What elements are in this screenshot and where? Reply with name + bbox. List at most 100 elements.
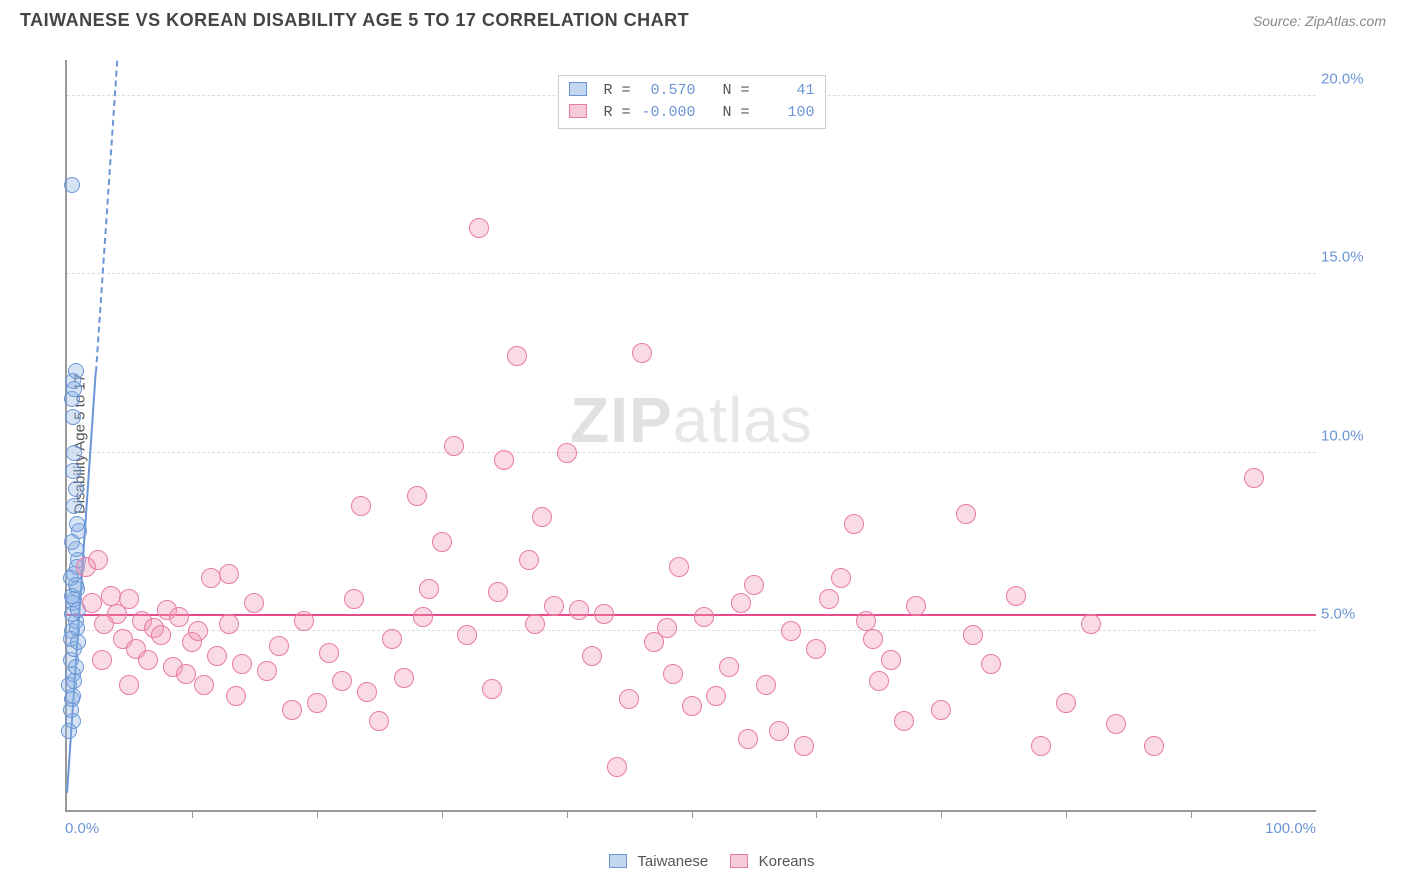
data-point [369, 711, 389, 731]
x-tick-mark [567, 810, 568, 818]
data-point [756, 675, 776, 695]
swatch-koreans [568, 104, 586, 118]
gridline [67, 452, 1316, 453]
data-point [532, 507, 552, 527]
data-point [70, 634, 86, 650]
data-point [294, 611, 314, 631]
data-point [657, 618, 677, 638]
data-point [176, 664, 196, 684]
data-point [1106, 714, 1126, 734]
data-point [92, 650, 112, 670]
data-point [319, 643, 339, 663]
data-point [469, 218, 489, 238]
data-point [65, 463, 81, 479]
y-tick-label: 10.0% [1321, 427, 1376, 444]
data-point [307, 693, 327, 713]
data-point [407, 486, 427, 506]
data-point [869, 671, 889, 691]
r-value-koreans: -0.000 [640, 102, 696, 124]
legend-swatch-koreans [730, 854, 748, 868]
data-point [169, 607, 189, 627]
data-point [781, 621, 801, 641]
gridline [67, 630, 1316, 631]
data-point [66, 445, 82, 461]
legend-swatch-taiwanese [609, 854, 627, 868]
data-point [557, 443, 577, 463]
y-tick-label: 20.0% [1321, 70, 1376, 87]
data-point [68, 577, 84, 593]
data-point [394, 668, 414, 688]
data-point [1081, 614, 1101, 634]
data-point [706, 686, 726, 706]
data-point [731, 593, 751, 613]
data-point [669, 557, 689, 577]
plot-area: ZIPatlas R = 0.570 N = 41 R = -0.000 N =… [65, 60, 1316, 812]
chart-area: Disability Age 5 to 17 ZIPatlas R = 0.57… [20, 45, 1386, 842]
data-point [519, 550, 539, 570]
x-tick-mark [941, 810, 942, 818]
data-point [457, 625, 477, 645]
data-point [413, 607, 433, 627]
data-point [432, 532, 452, 552]
swatch-taiwanese [568, 82, 586, 96]
data-point [507, 346, 527, 366]
data-point [719, 657, 739, 677]
chart-header: TAIWANESE VS KOREAN DISABILITY AGE 5 TO … [0, 0, 1406, 37]
data-point [69, 516, 85, 532]
data-point [1006, 586, 1026, 606]
n-value-taiwanese: 41 [759, 80, 815, 102]
y-tick-label: 15.0% [1321, 249, 1376, 266]
watermark: ZIPatlas [570, 383, 813, 457]
data-point [88, 550, 108, 570]
legend-row-koreans: R = -0.000 N = 100 [568, 102, 814, 124]
data-point [68, 363, 84, 379]
data-point [232, 654, 252, 674]
x-tick-mark [692, 810, 693, 818]
data-point [894, 711, 914, 731]
data-point [151, 625, 171, 645]
data-point [357, 682, 377, 702]
data-point [65, 688, 81, 704]
gridline [67, 273, 1316, 274]
data-point [806, 639, 826, 659]
data-point [201, 568, 221, 588]
data-point [1244, 468, 1264, 488]
data-point [632, 343, 652, 363]
data-point [863, 629, 883, 649]
data-point [226, 686, 246, 706]
data-point [1031, 736, 1051, 756]
data-point [694, 607, 714, 627]
trendline-dashed-taiwanese [95, 61, 118, 372]
trendline-koreans [67, 614, 1316, 616]
legend-row-taiwanese: R = 0.570 N = 41 [568, 80, 814, 102]
data-point [906, 596, 926, 616]
data-point [881, 650, 901, 670]
chart-title: TAIWANESE VS KOREAN DISABILITY AGE 5 TO … [20, 10, 689, 31]
data-point [444, 436, 464, 456]
data-point [66, 673, 82, 689]
data-point [344, 589, 364, 609]
data-point [382, 629, 402, 649]
data-point [269, 636, 289, 656]
data-point [64, 177, 80, 193]
x-tick-mark [816, 810, 817, 818]
data-point [619, 689, 639, 709]
data-point [207, 646, 227, 666]
data-point [65, 713, 81, 729]
data-point [1056, 693, 1076, 713]
data-point [831, 568, 851, 588]
data-point [569, 600, 589, 620]
x-tick-mark [1066, 810, 1067, 818]
data-point [282, 700, 302, 720]
x-tick-0: 0.0% [65, 820, 99, 837]
data-point [488, 582, 508, 602]
x-axis-labels: 0.0% 100.0% [65, 820, 1316, 844]
data-point [419, 579, 439, 599]
data-point [494, 450, 514, 470]
data-point [482, 679, 502, 699]
data-point [219, 614, 239, 634]
data-point [769, 721, 789, 741]
y-tick-label: 5.0% [1321, 606, 1376, 623]
data-point [69, 620, 85, 636]
data-point [594, 604, 614, 624]
